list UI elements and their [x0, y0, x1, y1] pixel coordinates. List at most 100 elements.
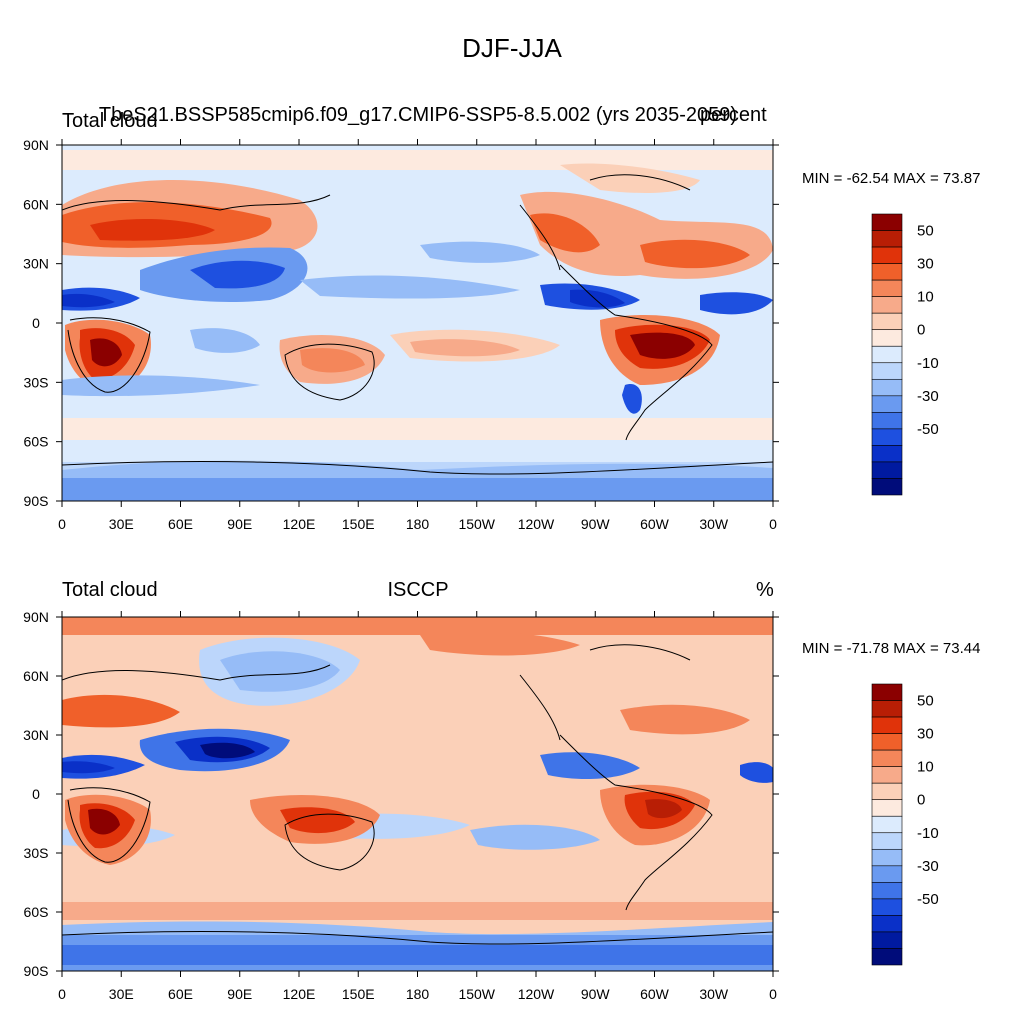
lon-tick-label: 90W: [581, 516, 611, 532]
lon-tick-label: 0: [58, 516, 66, 532]
colorbar-label: 30: [917, 726, 934, 743]
colorbar-swatch: [871, 733, 903, 751]
colorbar-swatch: [871, 815, 903, 834]
panel2-left-title: Total cloud: [62, 579, 158, 601]
colorbar-swatch: [871, 329, 903, 347]
lat-tick-label: 30N: [23, 727, 49, 743]
panel2-right-title: %: [756, 579, 774, 601]
lon-tick-label: 30W: [699, 986, 729, 1002]
lat-tick-label: 30S: [24, 374, 49, 390]
figure-title: DJF-JJA: [462, 33, 562, 63]
colorbar-swatch: [871, 296, 903, 314]
lon-tick-label: 150E: [342, 986, 375, 1002]
colorbar-label: 50: [917, 693, 934, 710]
lat-tick-label: 60N: [23, 196, 49, 212]
panel2-map: [62, 617, 773, 971]
panel1-center-title: TbeS21.BSSP585cmip6.f09_g17.CMIP6-SSP5-8…: [98, 104, 738, 126]
colorbar-swatch: [871, 213, 903, 231]
colorbar-label: -50: [917, 421, 939, 438]
colorbar-swatch: [871, 700, 903, 718]
panel1-right-title: percent: [700, 104, 767, 126]
colorbar-swatch: [871, 312, 903, 331]
colorbar-swatch: [871, 832, 903, 850]
lon-tick-label: 60E: [168, 986, 193, 1002]
colorbar-swatch: [871, 799, 903, 817]
colorbar-label: 0: [917, 322, 925, 339]
lon-tick-label: 120W: [518, 986, 555, 1002]
lon-tick-label: 0: [769, 516, 777, 532]
lon-tick-label: 150E: [342, 516, 375, 532]
lat-tick-label: 60N: [23, 668, 49, 684]
colorbar-label: -30: [917, 858, 939, 875]
colorbar-label: -30: [917, 388, 939, 405]
lon-tick-label: 90W: [581, 986, 611, 1002]
colorbar-swatch: [871, 230, 903, 248]
panel2-minmax: MIN = -71.78 MAX = 73.44: [802, 640, 981, 657]
lon-tick-label: 30E: [109, 516, 134, 532]
colorbar-swatch: [871, 362, 903, 380]
lat-tick-label: 60S: [24, 434, 49, 450]
colorbar-swatch: [871, 395, 903, 413]
lat-tick-label: 90N: [23, 609, 49, 625]
colorbar-swatch: [871, 461, 903, 479]
lat-tick-label: 60S: [24, 904, 49, 920]
colorbar-swatch: [871, 445, 903, 463]
lon-tick-label: 30W: [699, 516, 729, 532]
colorbar-swatch: [871, 263, 903, 281]
colorbar-label: 10: [917, 289, 934, 306]
colorbar-label: -50: [917, 891, 939, 908]
lon-tick-label: 120E: [283, 516, 316, 532]
lon-tick-label: 180: [406, 986, 430, 1002]
colorbar-swatch: [871, 749, 903, 767]
colorbar-swatch: [871, 948, 903, 966]
lon-tick-label: 120E: [283, 986, 316, 1002]
lat-tick-label: 30S: [24, 845, 49, 861]
colorbar-label: 0: [917, 792, 925, 809]
lat-tick-label: 90S: [24, 963, 49, 979]
colorbar-label: -10: [917, 355, 939, 372]
panel1-map: [62, 145, 773, 501]
colorbar-swatch: [871, 882, 903, 900]
colorbar-swatch: [871, 782, 903, 801]
lat-tick-label: 30N: [23, 256, 49, 272]
lat-tick-label: 0: [32, 315, 40, 331]
lon-tick-label: 30E: [109, 986, 134, 1002]
lon-tick-label: 60W: [640, 516, 670, 532]
lon-tick-label: 90E: [227, 516, 252, 532]
colorbar-label: 30: [917, 256, 934, 273]
colorbar-swatch: [871, 931, 903, 949]
colorbar-swatch: [871, 716, 903, 734]
colorbar-swatch: [871, 915, 903, 933]
lon-tick-label: 0: [769, 986, 777, 1002]
axes-layer: 90N 60N 30N 0 30S 60S 90S 0 30E 60E 90E 120E 150E 180…: [23, 137, 779, 1002]
lon-tick-label: 120W: [518, 516, 555, 532]
lat-tick-label: 90S: [24, 493, 49, 509]
lon-tick-label: 150W: [458, 516, 495, 532]
panel2-center-title: ISCCP: [387, 579, 449, 601]
colorbar-swatch: [871, 412, 903, 430]
panel1-left-title: Total cloud: [62, 110, 158, 132]
lon-tick-label: 180: [406, 516, 430, 532]
colorbar-swatch: [871, 478, 903, 496]
lat-tick-label: 0: [32, 786, 40, 802]
colorbar-swatch: [871, 848, 903, 867]
colorbars: 50 30 10 0 -10 -30 -50 50 30 10 0 -10 -30 -50: [871, 213, 939, 966]
colorbar-swatch: [871, 345, 903, 364]
lon-tick-label: 90E: [227, 986, 252, 1002]
lat-tick-label: 90N: [23, 137, 49, 153]
colorbar-label: 10: [917, 759, 934, 776]
panel1-minmax: MIN = -62.54 MAX = 73.87: [802, 170, 981, 187]
colorbar-swatch: [871, 428, 903, 446]
colorbar-swatch: [871, 766, 903, 784]
lon-tick-label: 0: [58, 986, 66, 1002]
colorbar-swatch: [871, 865, 903, 883]
colorbar-swatch: [871, 279, 903, 297]
colorbar-swatch: [871, 683, 903, 701]
colorbar-swatch: [871, 378, 903, 397]
colorbar-label: -10: [917, 825, 939, 842]
lon-tick-label: 60E: [168, 516, 193, 532]
colorbar-swatch: [871, 246, 903, 264]
colorbar-label: 50: [917, 223, 934, 240]
colorbar-swatch: [871, 898, 903, 916]
